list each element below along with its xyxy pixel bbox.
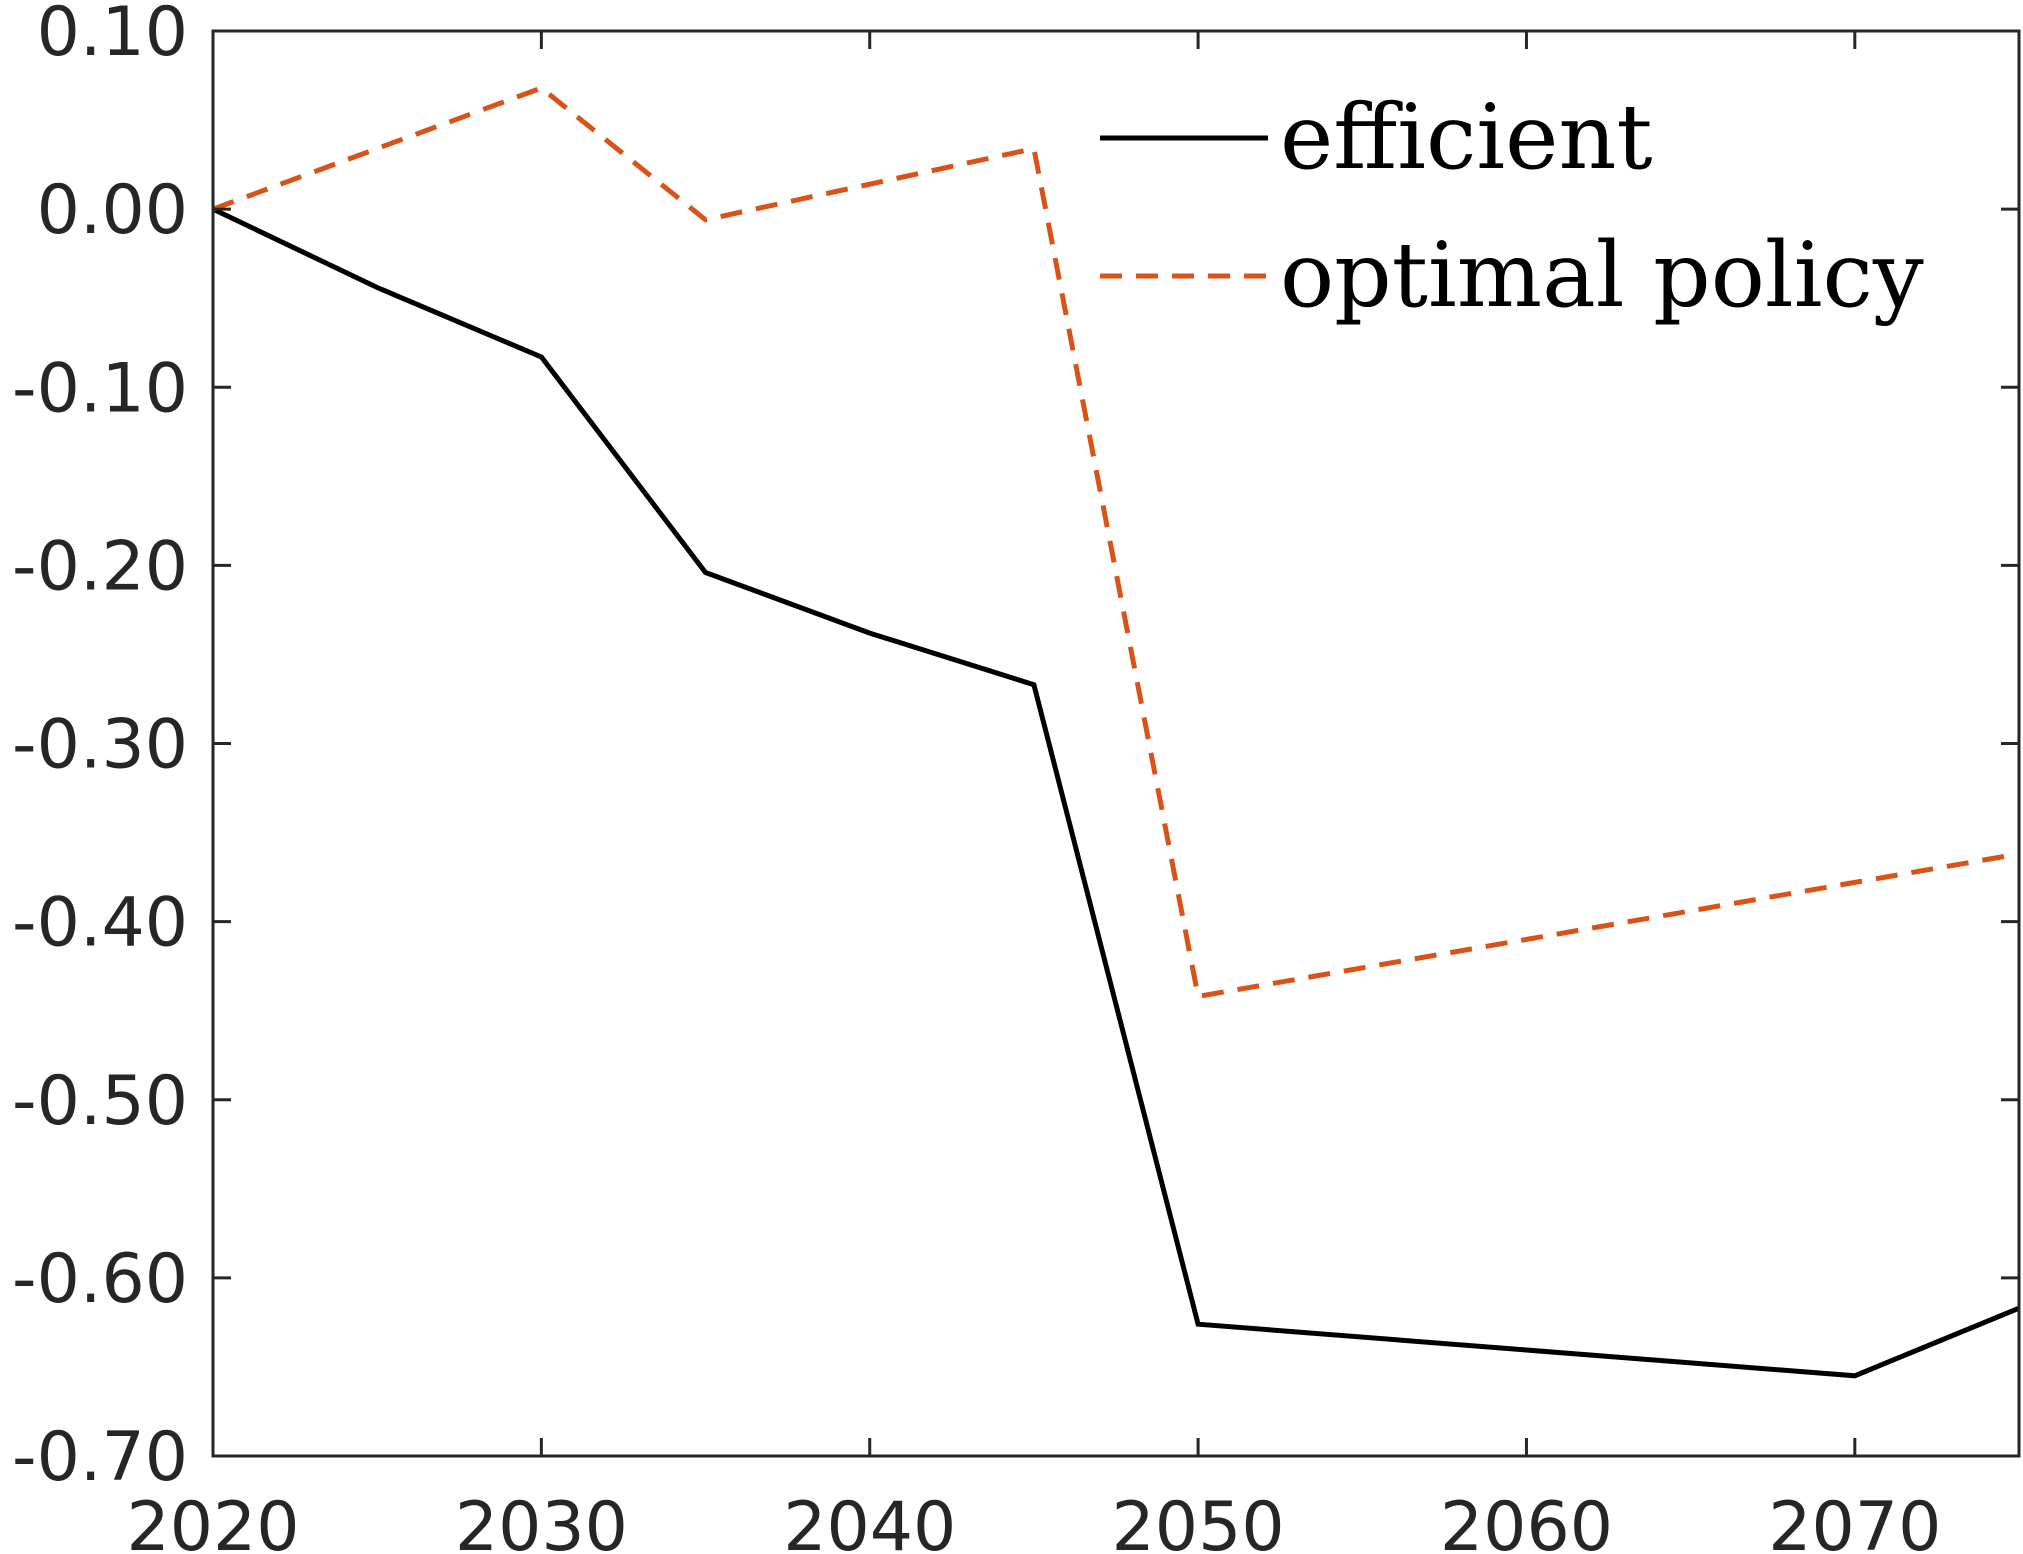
y-tick-label: 0.10: [37, 0, 188, 72]
x-tick-label: 2050: [1112, 1488, 1285, 1554]
series-line-optimal-policy: [212, 85, 2020, 1000]
x-tick-label: 2030: [455, 1488, 628, 1554]
x-tick-label: 2040: [783, 1488, 956, 1554]
y-tick-label: 0.00: [37, 171, 188, 250]
y-tick-label: -0.30: [12, 706, 188, 785]
legend-label-optimal-policy: optimal policy: [1280, 223, 1924, 328]
y-tick-label: -0.20: [12, 527, 188, 606]
y-tick-label: -0.60: [12, 1240, 188, 1319]
series-layer: [211, 85, 2020, 1379]
plot-background: [213, 31, 2019, 1456]
y-tick-label: -0.70: [12, 1418, 188, 1497]
legend: efficient optimal policy: [1100, 85, 1924, 328]
x-tick-label: 2020: [126, 1488, 299, 1554]
x-tick-label: 2070: [1768, 1488, 1941, 1554]
y-tick-label: -0.40: [12, 884, 188, 963]
series-line-efficient: [211, 206, 2020, 1379]
legend-label-efficient: efficient: [1280, 85, 1653, 190]
y-tick-label: -0.10: [12, 349, 188, 428]
y-tick-label: -0.50: [12, 1062, 188, 1141]
x-tick-label: 2060: [1440, 1488, 1613, 1554]
tick-layer: 2020 2030 2040 2050 2060 2070 0.10 0.00 -0.10 -0.…: [12, 0, 2019, 1554]
